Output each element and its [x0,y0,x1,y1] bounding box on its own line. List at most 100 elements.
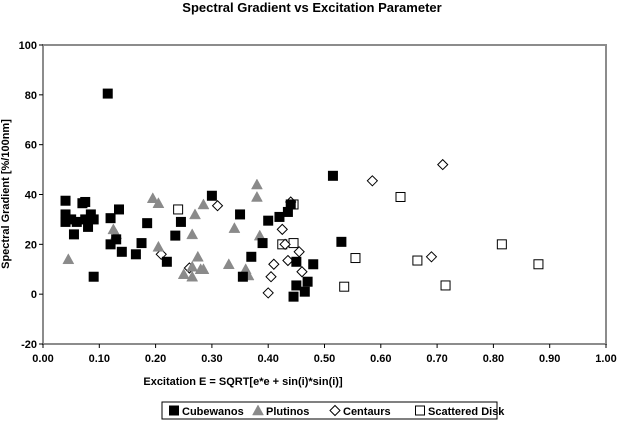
x-tick-label: 0.50 [314,353,335,365]
point-scattered-disk [412,255,423,266]
y-tick-label: 40 [25,190,37,202]
point-cubewanos [274,211,285,222]
point-cubewanos [206,190,217,201]
point-plutinos [189,208,201,220]
point-centaurs [211,200,224,212]
point-cubewanos [116,246,127,257]
point-scattered-disk [350,253,361,264]
legend-marker-plutinos [252,404,264,416]
point-centaurs [276,223,288,236]
point-cubewanos [308,259,319,270]
point-cubewanos [237,271,248,282]
point-scattered-disk [288,238,299,249]
point-scattered-disk [440,280,451,291]
point-centaurs [425,251,438,263]
x-axis-label: Excitation E = SQRT[e*e + sin(i)*sin(i)] [143,376,343,388]
legend: Cubewanos Plutinos Centaurs Scattered Disk [161,401,505,420]
point-plutinos [251,178,263,190]
legend-label-scattered-disk: Scattered Disk [428,406,505,418]
point-cubewanos [170,230,181,241]
point-scattered-disk [339,281,350,292]
point-centaurs [296,266,308,278]
point-cubewanos [336,236,347,247]
legend-label-plutinos: Plutinos [266,406,309,418]
point-cubewanos [263,215,274,226]
point-cubewanos [88,214,99,225]
point-cubewanos [102,88,113,99]
point-cubewanos [175,216,186,227]
point-cubewanos [246,251,257,262]
x-tick-label: 0.10 [89,353,110,365]
point-cubewanos [327,170,338,181]
x-tick-label: 0.20 [145,353,166,365]
point-plutinos [152,240,165,252]
x-tick-label: 0.80 [483,353,504,365]
point-cubewanos [161,256,172,267]
point-centaurs [279,238,291,251]
point-scattered-disk [496,239,507,250]
point-cubewanos [83,221,94,232]
point-cubewanos [302,276,313,287]
x-tick-label: 1.00 [595,353,616,365]
y-tick-label: 60 [25,140,37,152]
point-cubewanos [71,216,82,227]
point-cubewanos [299,286,310,297]
x-tick-label: 0.60 [370,353,391,365]
x-tick-label: 0.70 [426,353,447,365]
point-cubewanos [291,256,302,267]
point-cubewanos [142,218,153,229]
point-centaurs [282,254,294,267]
point-plutinos [251,190,263,202]
point-plutinos [177,268,190,279]
point-centaurs [366,175,379,187]
point-cubewanos [60,195,71,206]
point-cubewanos [136,238,147,249]
point-plutinos [146,192,159,203]
point-cubewanos [130,249,141,260]
x-tick-label: 0.40 [257,353,278,365]
legend-marker-cubewanos [169,405,179,416]
point-plutinos [62,253,75,265]
x-tick-label: 0.30 [201,353,222,365]
point-plutinos [197,198,210,210]
point-cubewanos [88,271,99,282]
point-cubewanos [257,238,268,249]
chart-title: Spectral Gradient vs Excitation Paramete… [182,0,441,15]
y-tick-label: 80 [25,90,37,102]
point-cubewanos [105,213,116,224]
point-scattered-disk [173,204,184,215]
point-plutinos [186,228,199,240]
x-tick-label: 0.90 [539,353,560,365]
y-axis: -20 0 20 40 60 80 100 [19,40,43,351]
point-cubewanos [288,291,299,302]
y-tick-label: 20 [25,239,37,251]
point-plutinos [228,222,241,233]
y-tick-label: 100 [19,40,37,52]
y-axis-label: Spectral Gradient [%/100nm] [0,119,12,269]
plot-area [42,44,607,345]
point-plutinos [186,270,199,282]
point-plutinos [191,250,204,262]
point-plutinos [222,258,235,270]
point-scattered-disk [395,191,406,202]
point-plutinos [197,263,210,274]
point-centaurs [262,287,274,299]
point-centaurs [265,271,277,283]
x-tick-label: 0.00 [32,353,53,365]
y-tick-label: -20 [21,339,37,351]
point-centaurs [437,158,449,171]
point-cubewanos [80,196,91,207]
y-tick-label: 0 [31,289,37,301]
point-cubewanos [235,209,246,220]
point-cubewanos [114,204,125,215]
legend-label-cubewanos: Cubewanos [182,406,244,418]
legend-marker-scattered-disk [415,405,425,416]
point-cubewanos [68,229,79,240]
point-scattered-disk [533,259,544,270]
point-cubewanos [285,199,296,210]
point-cubewanos [111,234,122,245]
point-plutinos [152,197,165,208]
point-cubewanos [291,280,302,291]
legend-label-centaurs: Centaurs [343,406,391,418]
